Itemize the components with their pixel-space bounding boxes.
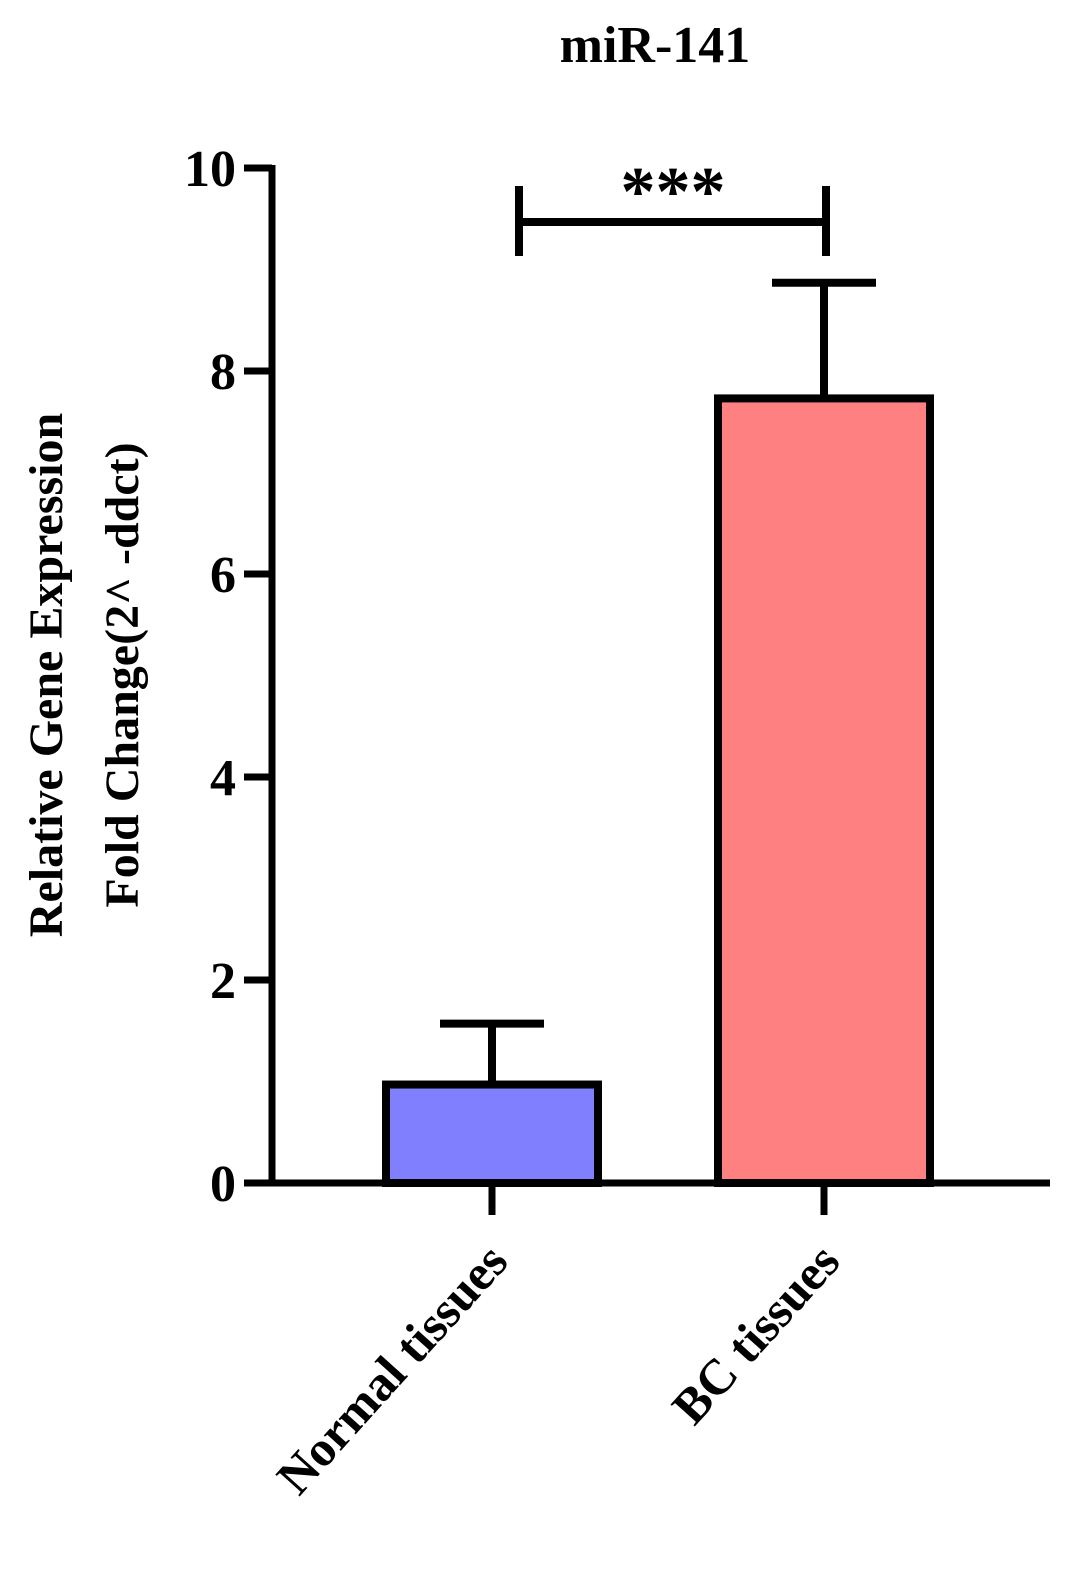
y-tick-label: 4 — [210, 750, 236, 807]
bar — [382, 1080, 602, 1188]
chart-title: miR-141 — [560, 17, 751, 74]
y-axis-label: Relative Gene Expression — [20, 413, 73, 937]
bar — [714, 394, 934, 1187]
y-tick-label: 2 — [210, 953, 236, 1010]
x-tick-label: Normal tissues — [266, 1233, 519, 1505]
y-tick-label: 10 — [184, 141, 236, 198]
y-tick-label: 0 — [210, 1156, 236, 1213]
y-tick-label: 6 — [210, 547, 236, 604]
significance-label: *** — [621, 154, 726, 231]
y-tick-label: 8 — [210, 344, 236, 401]
x-tick-label: BC tissues — [661, 1233, 850, 1435]
y-axis-label: Fold Change(2^ -ddct) — [96, 442, 149, 907]
